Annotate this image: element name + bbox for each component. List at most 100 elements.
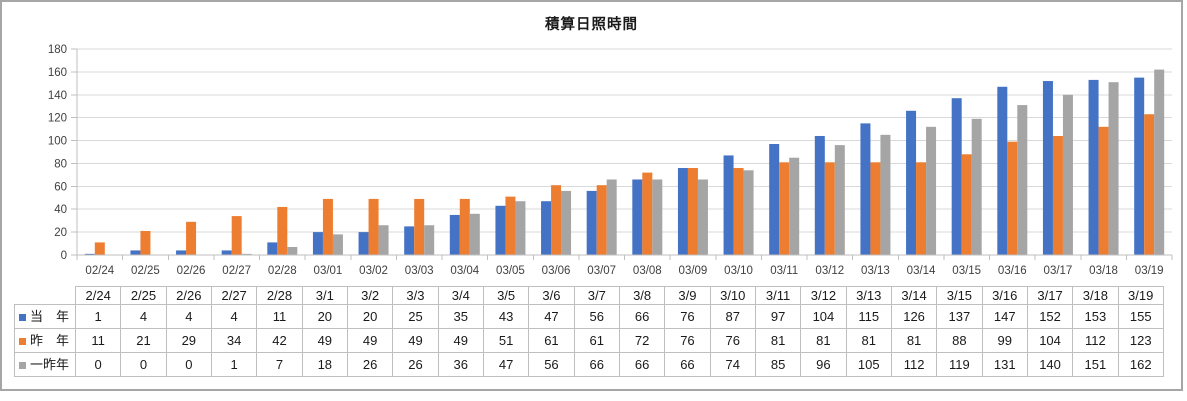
bar-series-this-year — [358, 232, 369, 255]
table-value-cell: 61 — [528, 328, 575, 353]
table-value-cell: 81 — [754, 328, 802, 353]
bar-series-this-year — [906, 110, 917, 255]
bar-series-year-before-last — [424, 225, 435, 255]
y-axis-tick-label: 100 — [48, 136, 67, 148]
table-value-cell: 76 — [709, 328, 756, 353]
bar-series-this-year — [495, 205, 506, 255]
bar-series-last-year — [94, 242, 105, 255]
bar-series-year-before-last — [789, 157, 800, 255]
table-header-cell: 3/3 — [392, 286, 439, 305]
table-value-cell: 11 — [74, 328, 122, 353]
bar-series-last-year — [322, 198, 333, 255]
bar-series-this-year — [312, 232, 323, 255]
bar-series-this-year — [541, 201, 552, 255]
table-value-cell: 76 — [664, 328, 711, 353]
bar-series-year-before-last — [469, 213, 480, 255]
table-header-cell: 3/9 — [664, 286, 711, 305]
x-axis-tick-label: 03/12 — [815, 265, 844, 277]
table-value-cell: 20 — [346, 304, 394, 329]
table-value-cell: 29 — [165, 328, 212, 353]
x-axis-tick-label: 03/02 — [359, 265, 388, 277]
bar-series-last-year — [140, 230, 151, 255]
bar-series-year-before-last — [926, 126, 937, 255]
x-axis-tick-label: 03/18 — [1089, 265, 1118, 277]
bar-series-this-year — [267, 242, 278, 255]
y-axis-tick-label: 60 — [54, 181, 67, 193]
bar-series-last-year — [961, 154, 972, 255]
table-header-cell: 3/10 — [709, 286, 756, 305]
bar-series-this-year — [449, 214, 460, 255]
table-value-cell: 66 — [664, 352, 711, 377]
bar-series-year-before-last — [834, 145, 845, 255]
x-axis-tick-label: 03/11 — [770, 265, 798, 277]
table-value-cell: 76 — [664, 304, 711, 329]
bar-series-this-year — [84, 253, 95, 255]
bar-series-year-before-last — [332, 234, 343, 255]
chart-object-frame[interactable]: 積算日照時間 0 20 40 60 80 100 120 140 160 180 02/24 02/2… — [0, 0, 1183, 391]
table-value-cell: 49 — [346, 328, 394, 353]
bar-series-last-year — [1052, 135, 1063, 255]
x-axis-tick-label: 03/14 — [907, 265, 936, 277]
bar-series-year-before-last — [971, 118, 982, 255]
chart-title: 積算日照時間 — [545, 17, 638, 33]
x-axis-tick-label: 02/25 — [131, 265, 160, 277]
table-value-cell: 104 — [1026, 328, 1074, 353]
series-label-cell: 一昨年 — [14, 352, 76, 377]
x-axis-tick-label: 03/01 — [314, 265, 343, 277]
table-header-cell: 2/28 — [256, 286, 303, 305]
bar-series-year-before-last — [743, 170, 754, 255]
table-header-cell: 2/24 — [74, 286, 122, 305]
y-axis-tick-label: 20 — [54, 227, 67, 239]
table-row: 昨 年 11 21 29 34 42 49 49 49 49 51 61 61 72 76 76 81 81 81 8… — [14, 328, 1164, 353]
series-label: 当 年 — [30, 309, 70, 324]
table-header-cell: 3/15 — [936, 286, 983, 305]
bar-series-year-before-last — [1017, 105, 1028, 255]
y-axis-tick-label: 80 — [54, 158, 67, 170]
x-axis-tick-label: 03/13 — [861, 265, 890, 277]
table-header-cell: 2/25 — [120, 286, 167, 305]
bar-series-this-year — [1042, 81, 1053, 255]
table-value-cell: 88 — [936, 328, 983, 353]
bar-series-this-year — [1134, 77, 1145, 255]
bar-series-this-year — [723, 155, 734, 255]
table-value-cell: 112 — [890, 352, 938, 377]
bar-series-last-year — [505, 196, 516, 255]
table-value-cell: 43 — [482, 304, 530, 329]
series-color-swatch-icon — [19, 362, 26, 369]
table-value-cell: 18 — [301, 352, 348, 377]
table-value-cell: 81 — [845, 328, 892, 353]
bar-series-year-before-last — [697, 179, 708, 255]
table-value-cell: 11 — [256, 304, 303, 329]
x-axis-tick-label: 03/10 — [724, 265, 753, 277]
bar-series-this-year — [951, 98, 962, 256]
bar-series-year-before-last — [378, 225, 389, 255]
bar-series-year-before-last — [287, 246, 298, 255]
bar-chart-plot: 0 20 40 60 80 100 120 140 160 180 02/24 02/25 02/26 0… — [48, 44, 1173, 277]
table-header-cell: 3/7 — [573, 286, 620, 305]
bar-series-this-year — [586, 190, 597, 255]
table-value-cell: 56 — [573, 304, 620, 329]
bar-series-last-year — [186, 221, 197, 255]
x-axis-tick-label: 03/03 — [405, 265, 434, 277]
bar-series-year-before-last — [241, 253, 252, 255]
bar-series-last-year — [277, 206, 288, 255]
table-value-cell: 87 — [709, 304, 756, 329]
bar-series-this-year — [404, 226, 415, 255]
table-value-cell: 96 — [800, 352, 847, 377]
table-value-cell: 104 — [800, 304, 847, 329]
table-value-cell: 21 — [120, 328, 167, 353]
table-value-cell: 140 — [1026, 352, 1074, 377]
table-value-cell: 85 — [754, 352, 802, 377]
x-axis-tick-label: 02/28 — [268, 265, 297, 277]
table-value-cell: 4 — [210, 304, 258, 329]
table-header-cell: 3/6 — [528, 286, 575, 305]
bar-series-year-before-last — [880, 134, 891, 255]
table-value-cell: 151 — [1072, 352, 1119, 377]
x-axis-tick-label: 03/04 — [450, 265, 479, 277]
bar-series-last-year — [870, 162, 881, 255]
x-axis-tick-label: 03/17 — [1044, 265, 1073, 277]
bar-series-this-year — [814, 135, 825, 255]
table-value-cell: 155 — [1117, 304, 1164, 329]
table-header-cell: 3/16 — [981, 286, 1028, 305]
series-label: 一昨年 — [30, 357, 70, 372]
